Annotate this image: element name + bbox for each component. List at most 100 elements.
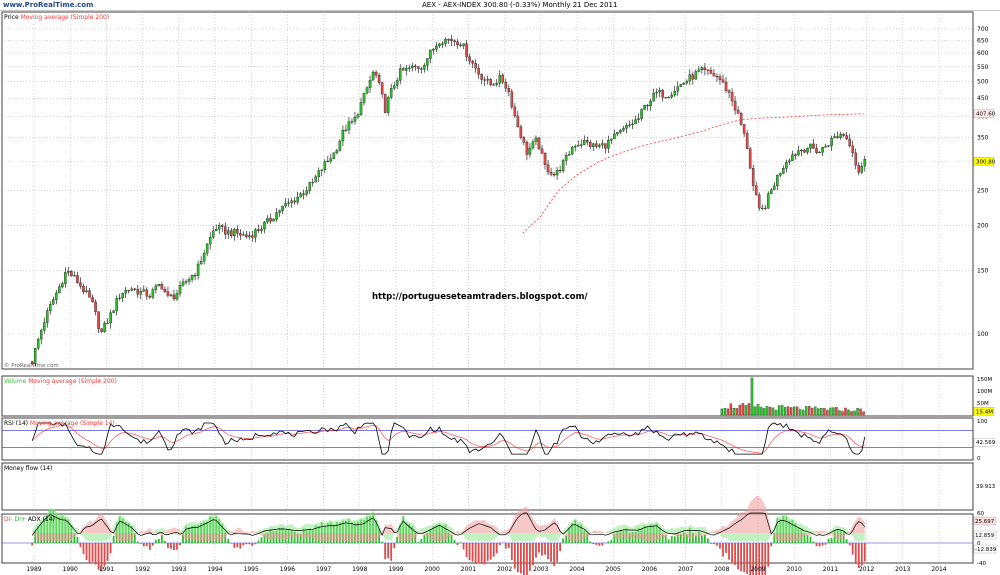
volume-bar — [814, 406, 817, 416]
volume-bar — [838, 410, 841, 416]
up-candle — [314, 176, 318, 183]
up-candle — [85, 290, 88, 293]
up-candle — [124, 290, 127, 294]
up-candle — [806, 148, 809, 153]
rsi-tick-100: 100 — [977, 419, 988, 425]
up-candle — [582, 140, 586, 145]
adx-histogram-bar — [133, 533, 136, 543]
adx-histogram-bar — [154, 539, 157, 543]
up-candle — [685, 80, 689, 84]
up-candle — [49, 304, 52, 311]
url-watermark: http://portugueseteamtraders.blogspot.co… — [372, 292, 589, 302]
up-candle — [411, 65, 414, 69]
volume-bar — [811, 407, 814, 416]
up-candle — [607, 140, 610, 149]
up-candle — [214, 229, 218, 231]
adx-histogram-bar — [679, 534, 682, 543]
volume-bar — [747, 403, 751, 416]
adx-histogram-bar — [498, 543, 501, 546]
down-candle — [447, 39, 450, 41]
price-tick-label: 350 — [977, 135, 989, 142]
adx-histogram-bar — [734, 543, 736, 565]
adx-last-label: -12.839 — [975, 547, 997, 553]
x-tick-label: 2013 — [895, 566, 910, 573]
adx-histogram-bar — [824, 543, 827, 545]
volume-panel[interactable] — [1, 375, 974, 417]
adx-histogram-bar — [477, 543, 480, 564]
up-candle — [58, 286, 61, 294]
adx-histogram-bar — [242, 543, 245, 546]
adx-last-label: 12.859 — [975, 533, 995, 539]
up-candle — [118, 297, 121, 299]
volume-bar — [738, 404, 742, 416]
adx-histogram-bar — [544, 543, 546, 555]
down-candle — [417, 66, 420, 69]
up-candle — [398, 68, 402, 81]
volume-bar — [841, 411, 844, 416]
adx-histogram-bar — [851, 543, 854, 555]
adx-histogram-bar — [465, 543, 468, 558]
adx-histogram-bar — [685, 534, 688, 543]
up-candle — [130, 288, 133, 291]
up-candle — [368, 80, 372, 88]
up-candle — [637, 118, 640, 120]
up-candle — [622, 128, 625, 131]
down-candle — [480, 74, 483, 80]
up-candle — [613, 133, 616, 140]
up-candle — [658, 90, 661, 93]
adx-histogram-bar — [700, 535, 703, 543]
price-tick-label: 250 — [977, 187, 989, 194]
up-candle — [115, 298, 118, 311]
adx-histogram-bar — [179, 543, 181, 546]
down-candle — [380, 82, 384, 95]
di-plus-area — [32, 507, 865, 541]
down-candle — [504, 81, 508, 89]
down-candle — [239, 233, 242, 236]
price-tick-label: 150 — [977, 267, 989, 274]
adx-histogram-bar — [142, 543, 145, 547]
down-candle — [220, 225, 224, 227]
down-candle — [224, 226, 227, 235]
adx-histogram-bar — [749, 543, 752, 575]
adx-histogram-bar — [91, 543, 94, 562]
money-flow-panel[interactable] — [1, 462, 974, 511]
down-candle — [646, 105, 649, 107]
price-legend: Price Moving average (Simple 200) — [4, 14, 109, 21]
adx-histogram-bar — [381, 541, 384, 543]
adx-histogram-bar — [390, 543, 393, 561]
up-candle — [272, 219, 275, 222]
adx-histogram-bar — [691, 533, 694, 543]
up-candle — [791, 154, 794, 161]
x-tick-label: 2008 — [714, 566, 729, 573]
adx-histogram-bar — [716, 543, 718, 546]
up-candle — [625, 125, 628, 129]
up-candle — [405, 67, 408, 71]
up-candle — [326, 160, 330, 163]
up-candle — [495, 83, 499, 85]
volume-legend: Volume Moving average (Simple 200) — [4, 378, 117, 385]
adx-histogram-bar — [245, 543, 248, 545]
up-candle — [830, 137, 833, 146]
adx-histogram-bar — [532, 543, 534, 566]
price-panel[interactable] — [1, 11, 974, 370]
up-candle — [157, 284, 161, 287]
down-candle — [718, 76, 722, 80]
brand-label: www.ProRealTime.com — [3, 1, 94, 9]
down-candle — [709, 70, 713, 74]
adx-histogram-bar — [589, 541, 592, 543]
up-candle — [353, 116, 357, 122]
up-candle — [290, 200, 293, 203]
adx-histogram-bar — [598, 543, 601, 546]
up-candle — [281, 205, 284, 211]
up-candle — [649, 100, 652, 106]
down-candle — [721, 79, 725, 83]
adx-histogram-bar — [746, 543, 749, 574]
up-candle — [227, 230, 230, 235]
up-candle — [341, 130, 345, 142]
down-candle — [595, 143, 598, 147]
up-candle — [610, 138, 613, 141]
up-candle — [821, 146, 824, 153]
up-candle — [359, 102, 363, 115]
up-candle — [592, 143, 595, 147]
